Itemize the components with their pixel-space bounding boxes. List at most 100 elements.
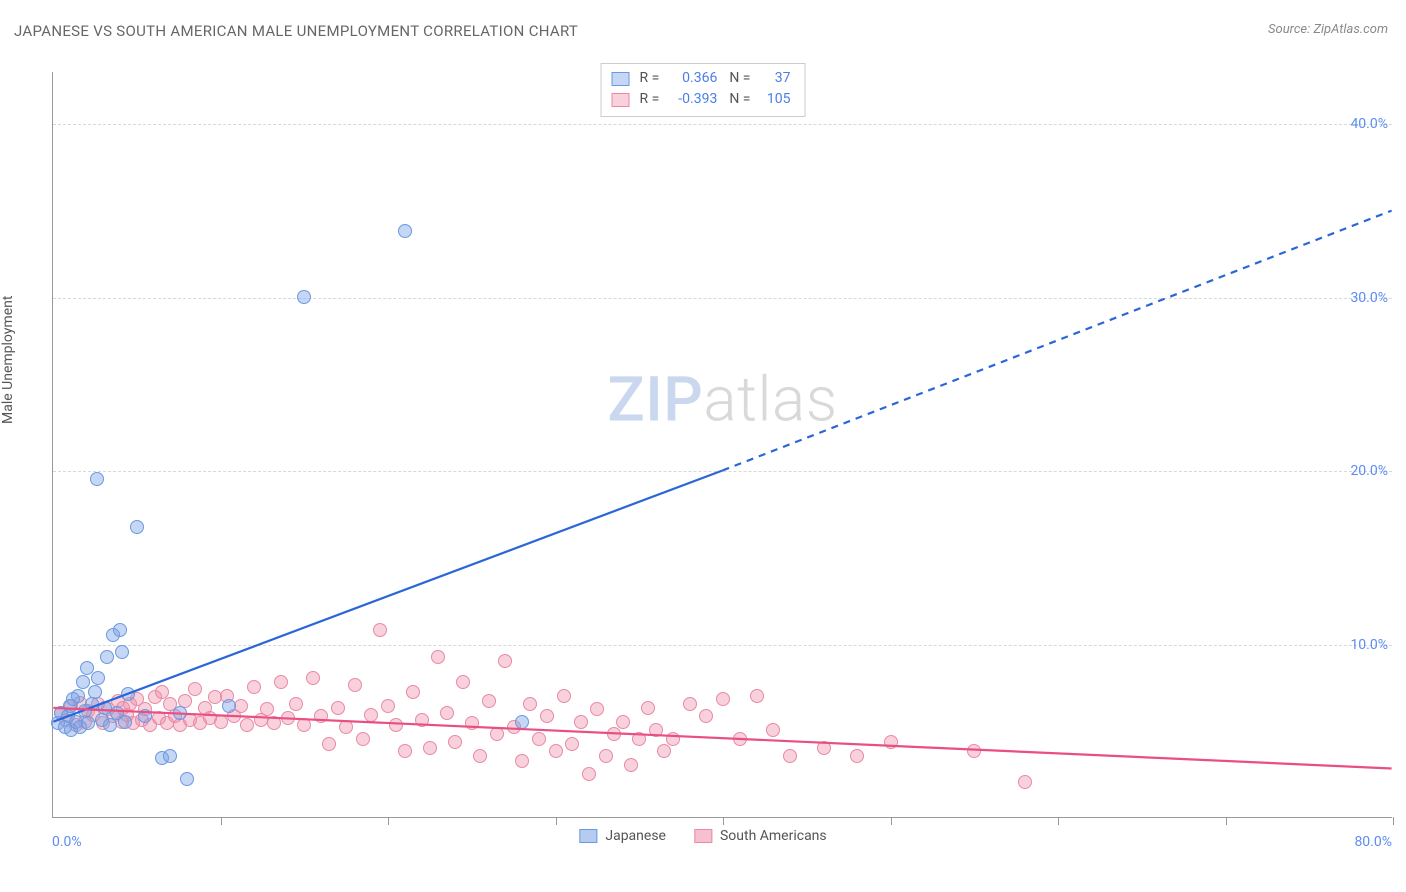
point-southamerican (607, 727, 621, 741)
point-southamerican (322, 737, 336, 751)
point-japanese (80, 661, 94, 675)
x-tick (723, 817, 724, 825)
point-japanese (90, 472, 104, 486)
x-tick (1058, 817, 1059, 825)
point-southamerican (783, 749, 797, 763)
point-japanese (398, 224, 412, 238)
point-southamerican (482, 694, 496, 708)
point-japanese (91, 671, 105, 685)
point-southamerican (456, 675, 470, 689)
point-southamerican (666, 732, 680, 746)
point-southamerican (967, 744, 981, 758)
chart-container: JAPANESE VS SOUTH AMERICAN MALE UNEMPLOY… (0, 0, 1406, 892)
legend-r-label: R = (640, 89, 660, 110)
point-southamerican (565, 737, 579, 751)
point-japanese (180, 772, 194, 786)
point-japanese (76, 675, 90, 689)
point-japanese (85, 697, 99, 711)
legend-bottom-label-japanese: Japanese (605, 828, 666, 844)
legend-bottom-label-southamerican: South Americans (720, 828, 827, 844)
point-southamerican (364, 708, 378, 722)
point-southamerican (448, 735, 462, 749)
x-tick (221, 817, 222, 825)
x-tick (891, 817, 892, 825)
point-southamerican (339, 720, 353, 734)
point-southamerican (431, 650, 445, 664)
watermark-atlas: atlas (703, 363, 837, 436)
point-southamerican (641, 701, 655, 715)
point-southamerican (314, 709, 328, 723)
point-southamerican (1018, 775, 1032, 789)
series-legend: Japanese South Americans (579, 828, 826, 844)
point-southamerican (590, 702, 604, 716)
legend-n-label: N = (729, 89, 750, 110)
point-southamerican (649, 723, 663, 737)
point-southamerican (331, 701, 345, 715)
legend-r-label: R = (640, 68, 660, 89)
point-japanese (163, 749, 177, 763)
y-tick-label: 30.0% (54, 290, 1394, 306)
point-japanese (173, 706, 187, 720)
point-southamerican (582, 767, 596, 781)
point-southamerican (766, 723, 780, 737)
legend-row-southamerican: R = -0.393 N = 105 (612, 89, 791, 110)
point-southamerican (240, 718, 254, 732)
y-tick-label: 40.0% (54, 116, 1394, 132)
point-japanese (115, 645, 129, 659)
x-tick (556, 817, 557, 825)
point-southamerican (247, 680, 261, 694)
point-japanese (297, 290, 311, 304)
point-southamerican (574, 715, 588, 729)
point-southamerican (716, 692, 730, 706)
point-southamerican (699, 709, 713, 723)
legend-r-value-japanese: 0.366 (663, 68, 717, 89)
point-southamerican (297, 718, 311, 732)
point-southamerican (557, 689, 571, 703)
legend-swatch-southamerican (612, 93, 630, 107)
point-southamerican (348, 678, 362, 692)
legend-row-japanese: R = 0.366 N = 37 (612, 68, 791, 89)
point-southamerican (616, 715, 630, 729)
point-southamerican (850, 749, 864, 763)
x-tick (1393, 817, 1394, 825)
point-southamerican (817, 741, 831, 755)
x-axis-start-label: 0.0% (52, 834, 82, 850)
point-japanese (138, 709, 152, 723)
legend-item-japanese: Japanese (579, 828, 666, 844)
point-southamerican (624, 758, 638, 772)
chart-title: JAPANESE VS SOUTH AMERICAN MALE UNEMPLOY… (14, 22, 578, 40)
point-southamerican (373, 623, 387, 637)
point-japanese (100, 650, 114, 664)
point-japanese (103, 718, 117, 732)
point-southamerican (657, 744, 671, 758)
point-southamerican (274, 675, 288, 689)
legend-swatch-japanese (612, 72, 630, 86)
watermark: ZIPatlas (607, 363, 837, 436)
point-southamerican (465, 716, 479, 730)
y-tick-label: 20.0% (54, 463, 1394, 479)
point-japanese (118, 715, 132, 729)
point-japanese (113, 623, 127, 637)
point-southamerican (267, 716, 281, 730)
y-tick-label: 10.0% (54, 637, 1394, 653)
point-southamerican (532, 732, 546, 746)
point-southamerican (549, 744, 563, 758)
legend-n-label: N = (729, 68, 750, 89)
point-southamerican (440, 706, 454, 720)
legend-bottom-swatch-southamerican (694, 829, 712, 843)
point-southamerican (498, 654, 512, 668)
point-southamerican (540, 709, 554, 723)
legend-bottom-swatch-japanese (579, 829, 597, 843)
point-southamerican (398, 744, 412, 758)
point-southamerican (188, 682, 202, 696)
plot-area: ZIPatlas 10.0% 20.0% 30.0% 40.0% (52, 72, 1392, 818)
source-label: Source: (1268, 22, 1310, 37)
x-tick (1226, 817, 1227, 825)
point-southamerican (389, 718, 403, 732)
point-southamerican (632, 732, 646, 746)
point-southamerican (214, 715, 228, 729)
point-japanese (515, 715, 529, 729)
correlation-legend: R = 0.366 N = 37 R = -0.393 N = 105 (601, 63, 806, 117)
point-southamerican (683, 697, 697, 711)
point-southamerican (423, 741, 437, 755)
